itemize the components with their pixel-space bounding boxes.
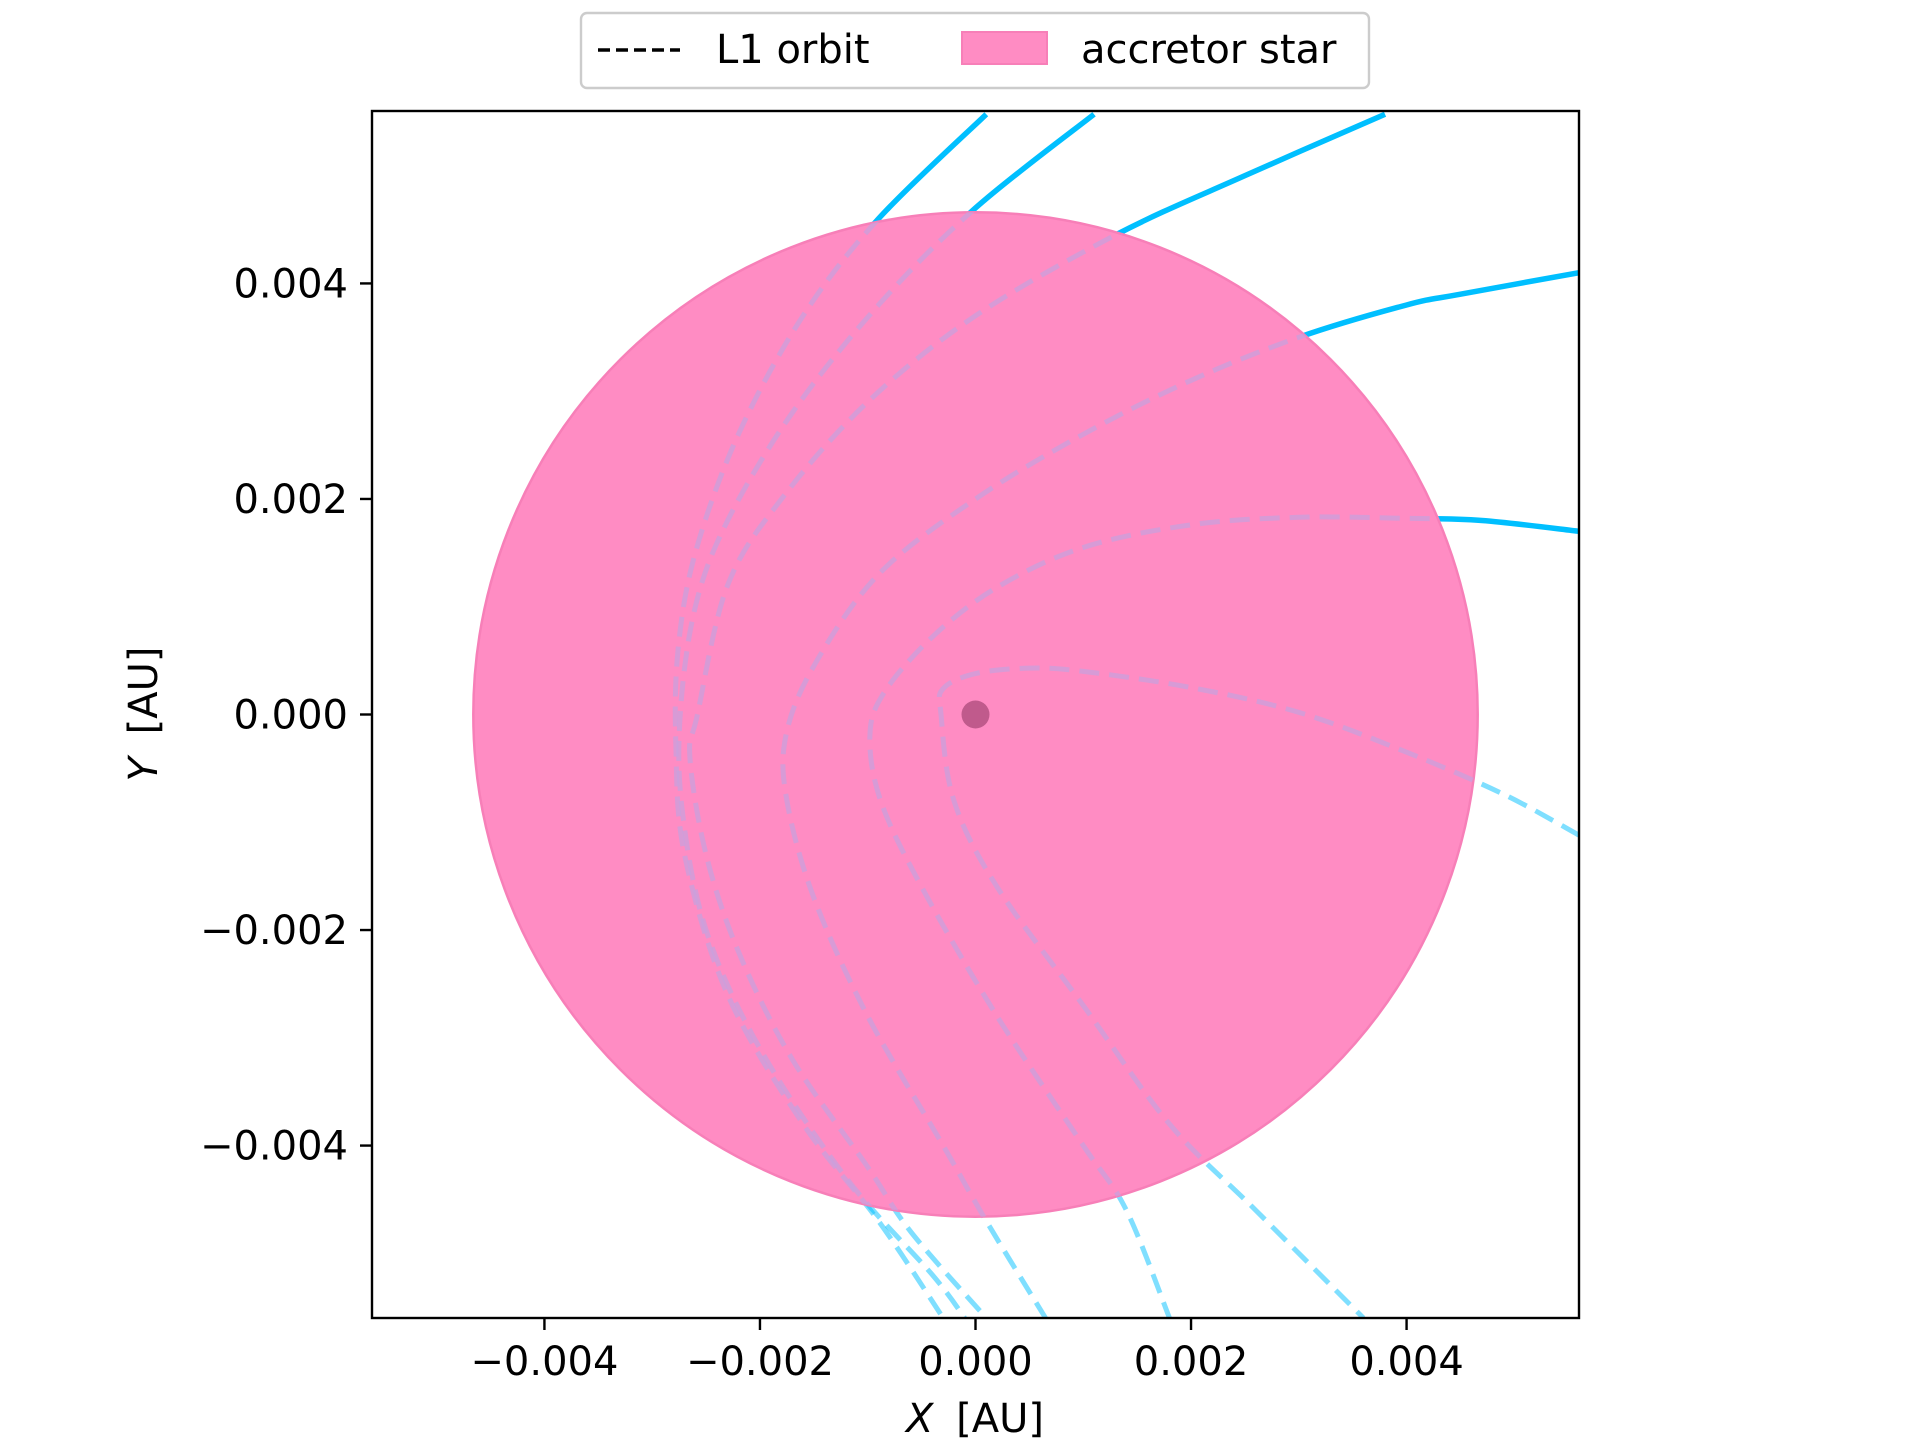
legend-label-accretor-star: accretor star xyxy=(1081,27,1337,73)
orbit-line-inside-star xyxy=(867,514,1478,1217)
orbit-line-inside-star xyxy=(672,212,989,1217)
x-tick-label: −0.002 xyxy=(686,1339,834,1385)
y-axis-label-var: Y xyxy=(121,754,167,782)
y-axis-label: Y [AU] xyxy=(121,646,167,781)
x-tick-label: 0.004 xyxy=(1349,1339,1464,1385)
legend-label-l1-orbit: L1 orbit xyxy=(716,27,870,73)
orbits-inside-star xyxy=(672,212,1478,1217)
x-axis-label-var: X xyxy=(904,1396,935,1440)
orbit-line-inside-star xyxy=(687,212,1387,1217)
plot-area xyxy=(472,111,1579,1318)
x-axis-label: X [AU] xyxy=(904,1396,1044,1440)
y-tick-label: 0.004 xyxy=(233,261,348,307)
x-tick-label: −0.004 xyxy=(470,1339,618,1385)
orbit-line-inside-star xyxy=(936,665,1478,1217)
x-tick-label: 0.000 xyxy=(918,1339,1033,1385)
accretor-center-marker xyxy=(961,700,990,729)
y-tick-label: −0.002 xyxy=(200,908,348,954)
legend: L1 orbit accretor star xyxy=(579,11,1371,90)
x-tick-label: 0.002 xyxy=(1134,1339,1249,1385)
x-axis-label-unit: [AU] xyxy=(956,1396,1044,1440)
legend-accretor-star-swatch xyxy=(961,31,1048,65)
y-tick-label: 0.002 xyxy=(233,477,348,523)
y-tick-label: 0.000 xyxy=(233,693,348,739)
y-axis-label-unit: [AU] xyxy=(121,646,167,734)
y-axis-ticks: 0.004 0.002 0.000 −0.002 −0.004 xyxy=(200,261,372,1170)
x-axis-ticks: −0.004 −0.002 0.000 0.002 0.004 xyxy=(470,1318,1464,1385)
y-tick-label: −0.004 xyxy=(200,1124,348,1170)
